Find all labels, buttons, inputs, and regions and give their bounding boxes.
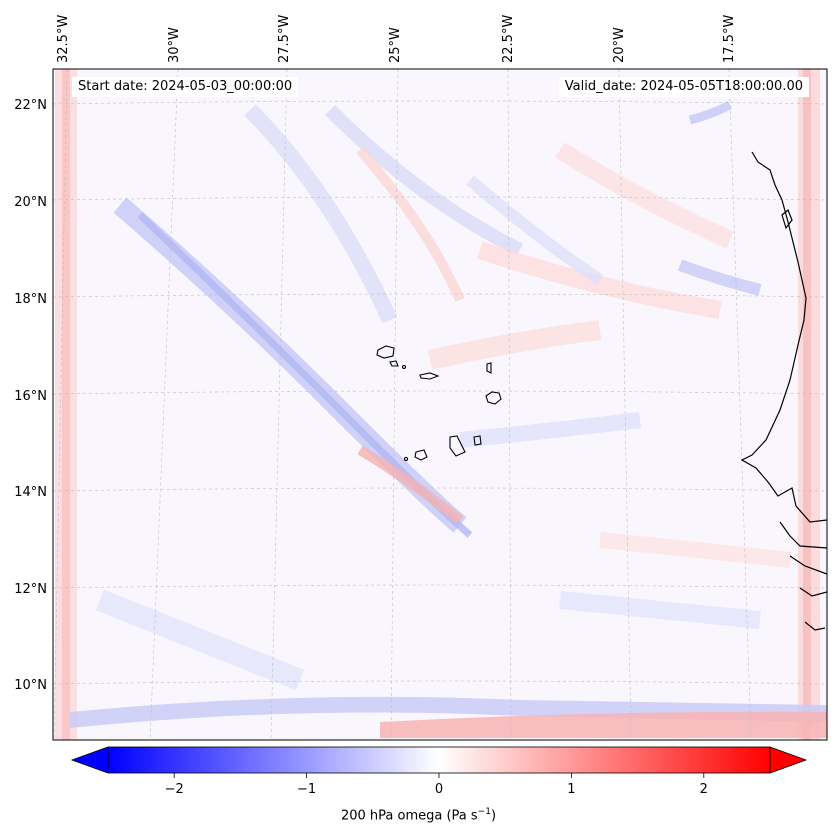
- red-streak: [357, 445, 464, 524]
- south-red-band: [380, 711, 827, 738]
- omega-field: [53, 69, 827, 740]
- santo-antao: [376, 345, 395, 359]
- lat-label: 10°N: [14, 678, 47, 693]
- colorbar-tick-label: 1: [567, 782, 575, 797]
- colorbar-body: [107, 746, 771, 774]
- fogo: [414, 449, 428, 461]
- colorbar-tick-label: −2: [165, 782, 184, 797]
- lat-label: 12°N: [14, 582, 47, 597]
- south-blue-band: [70, 696, 827, 728]
- maio: [473, 435, 482, 446]
- lon-label: 32.5°W: [56, 15, 71, 63]
- santiago: [449, 435, 466, 457]
- lon-label: 27.5°W: [277, 15, 292, 63]
- lon-label: 22.5°W: [501, 15, 516, 63]
- longitude-labels: 32.5°W 30°W 27.5°W 25°W 22.5°W 20°W 17.5…: [56, 15, 737, 63]
- brava: [403, 456, 409, 462]
- lat-label: 18°N: [14, 292, 47, 307]
- lat-label: 14°N: [14, 485, 47, 500]
- graticule: [53, 69, 827, 740]
- sal: [486, 362, 492, 374]
- start-date-label: Start date: 2024-05-03_00:00:00: [72, 77, 299, 97]
- colorbar: −2 −1 0 1 2: [70, 746, 808, 797]
- cape-verde-islands: [376, 345, 502, 462]
- lon-label: 17.5°W: [722, 15, 737, 63]
- colorbar-title: 200 hPa omega (Pa s−1): [0, 807, 837, 823]
- colorbar-title-text: 200 hPa omega (Pa s: [340, 808, 478, 824]
- africa-coast: [740, 151, 827, 523]
- valid-date-label: Valid_date: 2024-05-05T18:00:00.00: [558, 77, 809, 97]
- lat-label: 20°N: [14, 195, 47, 210]
- lon-label: 20°W: [612, 27, 627, 63]
- sao-vicente: [389, 360, 399, 367]
- colorbar-title-suffix: ): [490, 808, 497, 824]
- colorbar-tick-label: 2: [700, 782, 708, 797]
- colorbar-low-extend: [70, 746, 109, 774]
- sao-nicolau: [419, 372, 440, 380]
- boa-vista: [485, 391, 502, 405]
- coastline: [740, 151, 827, 631]
- lat-label: 16°N: [14, 389, 47, 404]
- lon-label: 25°W: [388, 27, 403, 63]
- plot-frame: [52, 68, 828, 741]
- lat-label: 22°N: [14, 98, 47, 113]
- colorbar-title-exponent: −1: [477, 807, 491, 817]
- santa-luzia: [401, 364, 407, 370]
- lon-label: 30°W: [167, 27, 182, 63]
- latitude-labels: 22°N 20°N 18°N 16°N 14°N 12°N 10°N: [14, 98, 47, 693]
- colorbar-tick-label: 0: [435, 782, 443, 797]
- colorbar-ticks: −2 −1 0 1 2: [165, 773, 708, 797]
- colorbar-tick-label: −1: [297, 782, 316, 797]
- colorbar-high-extend: [769, 746, 808, 774]
- banc-d-arguin: [781, 209, 793, 230]
